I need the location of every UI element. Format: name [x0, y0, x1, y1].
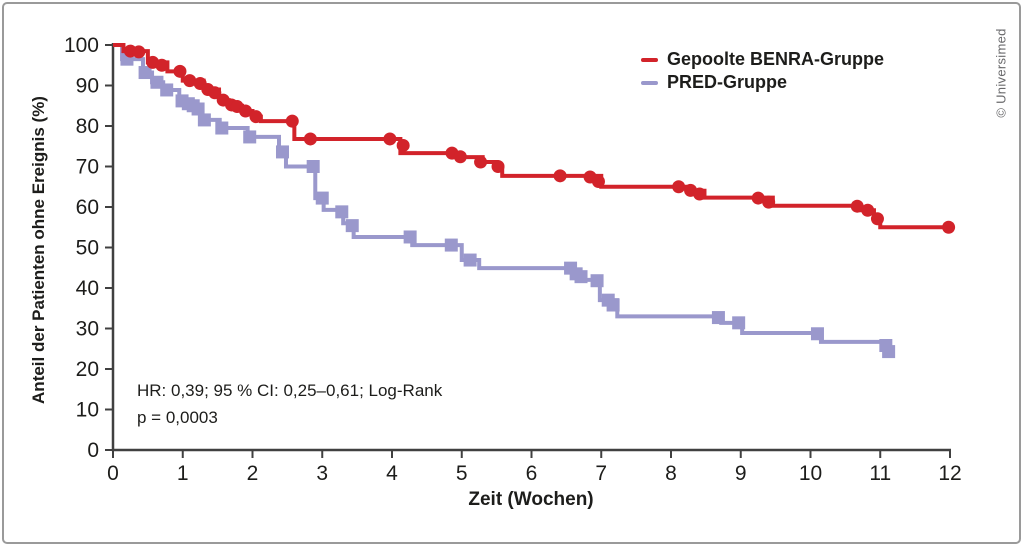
- y-tick-label: 70: [76, 156, 99, 179]
- x-tick-label: 6: [526, 462, 538, 485]
- x-tick-label: 3: [316, 462, 328, 485]
- pred-marker: [444, 238, 458, 252]
- benra-marker: [453, 150, 467, 164]
- y-tick-label: 50: [76, 237, 99, 260]
- pred-marker: [606, 298, 620, 312]
- y-tick-label: 80: [76, 115, 99, 138]
- x-tick-label: 7: [595, 462, 607, 485]
- pred-marker: [345, 219, 359, 233]
- benra-marker: [132, 45, 146, 59]
- benra-marker: [239, 104, 253, 118]
- benra-marker: [762, 195, 776, 209]
- x-tick-label: 12: [938, 462, 961, 485]
- y-tick-label: 0: [87, 439, 99, 462]
- y-tick-label: 30: [76, 318, 99, 341]
- pred-marker: [306, 160, 320, 173]
- pred-marker: [574, 270, 588, 284]
- pred-marker: [160, 83, 174, 97]
- x-tick-label: 1: [177, 462, 189, 485]
- benra-marker: [155, 58, 169, 72]
- y-axis-title: Anteil der Patienten ohne Ereignis (%): [29, 96, 48, 404]
- benra-marker: [942, 220, 956, 234]
- y-tick-label: 100: [64, 34, 99, 57]
- pred-marker: [463, 253, 477, 267]
- benra-marker: [591, 174, 605, 188]
- pred-marker: [315, 191, 329, 205]
- x-tick-label: 5: [456, 462, 468, 485]
- pred-marker: [197, 113, 211, 127]
- benra-marker: [285, 114, 299, 128]
- pred-marker: [711, 311, 725, 325]
- pred-marker: [215, 121, 229, 135]
- pred-marker: [335, 205, 349, 219]
- pred-marker: [590, 274, 604, 288]
- x-tick-label: 9: [735, 462, 747, 485]
- benra-marker: [672, 180, 686, 194]
- pred-marker: [882, 345, 896, 359]
- y-tick-label: 60: [76, 196, 99, 219]
- x-tick-label: 2: [247, 462, 259, 485]
- legend-label-benra: Gepoolte BENRA-Gruppe: [667, 49, 885, 69]
- p-value-text: p = 0,0003: [137, 408, 218, 427]
- legend-swatch-benra-line: [641, 57, 658, 62]
- benra-marker: [474, 155, 488, 169]
- pred-marker: [732, 316, 746, 330]
- copyright-credit: © Universimed: [993, 28, 1009, 118]
- x-tick-label: 4: [386, 462, 398, 485]
- benra-marker: [303, 132, 317, 146]
- pred-marker: [191, 102, 205, 116]
- pred-marker: [275, 145, 289, 159]
- benra-marker: [491, 160, 505, 173]
- benra-marker: [693, 187, 707, 201]
- benra-marker: [173, 64, 187, 78]
- pred-marker: [403, 230, 417, 244]
- stats-annotation: HR: 0,39; 95 % CI: 0,25–0,61; Log-Rank p…: [137, 377, 442, 431]
- pred-marker: [150, 75, 164, 89]
- y-tick-label: 40: [76, 277, 99, 300]
- benra-marker: [553, 169, 567, 183]
- benra-marker: [850, 199, 864, 213]
- benra-marker: [870, 212, 884, 226]
- legend-entry-pred: PRED-Gruppe: [641, 71, 884, 94]
- pred-marker: [138, 66, 152, 80]
- x-axis-title: Zeit (Wochen): [468, 489, 594, 510]
- legend: Gepoolte BENRA-Gruppe PRED-Gruppe: [641, 48, 884, 94]
- pred-marker: [810, 327, 824, 341]
- benra-marker: [208, 86, 222, 100]
- legend-label-pred: PRED-Gruppe: [667, 72, 788, 92]
- benra-marker: [751, 191, 765, 205]
- benra-marker: [861, 203, 875, 217]
- pred-marker: [243, 130, 257, 144]
- pred-curve: [113, 43, 893, 354]
- y-tick-label: 90: [76, 75, 99, 98]
- x-tick-label: 8: [665, 462, 677, 485]
- legend-entry-benra: Gepoolte BENRA-Gruppe: [641, 48, 884, 71]
- x-tick-label: 0: [107, 462, 119, 485]
- x-tick-label: 10: [799, 462, 822, 485]
- benra-marker: [183, 74, 197, 88]
- y-tick-label: 10: [76, 399, 99, 422]
- y-tick-label: 20: [76, 358, 99, 381]
- x-tick-label: 11: [869, 462, 891, 485]
- benra-marker: [249, 110, 263, 124]
- hr-ci-logrank-text: HR: 0,39; 95 % CI: 0,25–0,61; Log-Rank: [137, 381, 443, 400]
- benra-marker: [383, 132, 397, 146]
- legend-swatch-pred-line: [641, 80, 658, 85]
- benra-marker: [396, 138, 410, 152]
